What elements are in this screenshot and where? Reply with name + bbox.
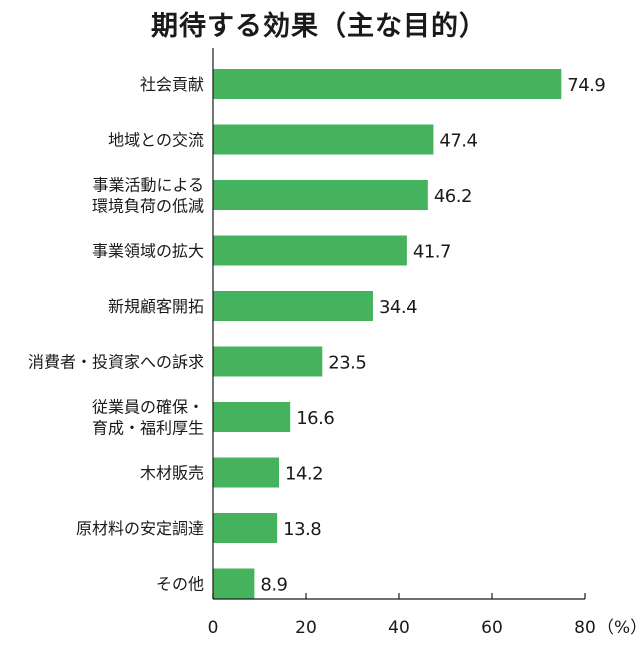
value-label: 8.9	[260, 575, 287, 596]
bar	[213, 568, 255, 599]
value-label: 13.8	[283, 519, 321, 540]
bar	[213, 235, 407, 266]
category-label: 従業員の確保・	[92, 398, 204, 417]
category-label: 新規顧客開拓	[108, 297, 204, 316]
bar	[213, 69, 562, 99]
value-label: 34.4	[379, 297, 417, 318]
chart-title: 期待する効果（主な目的）	[151, 11, 487, 42]
bar	[213, 402, 291, 432]
category-label: 原材料の安定調達	[76, 519, 204, 538]
value-label: 14.2	[285, 464, 323, 485]
category-label: 育成・福利厚生	[92, 419, 204, 438]
value-label: 41.7	[413, 242, 451, 263]
x-tick-label: 0	[208, 618, 219, 638]
x-tick-label: 80	[574, 618, 596, 638]
bar	[213, 180, 428, 210]
category-label: 事業領域の拡大	[92, 242, 204, 261]
category-label: 社会貢献	[140, 75, 204, 94]
category-label: 地域との交流	[108, 131, 204, 150]
bar	[213, 291, 373, 321]
value-label: 23.5	[328, 353, 366, 374]
value-label: 46.2	[434, 186, 472, 207]
category-label: 事業活動による	[92, 176, 204, 195]
x-tick-label: 20	[295, 618, 317, 638]
category-label: 環境負荷の低減	[92, 197, 204, 216]
x-tick-label: 60	[481, 618, 503, 638]
category-label: その他	[156, 575, 204, 594]
x-tick-label: 40	[388, 618, 410, 638]
value-label: 47.4	[439, 131, 477, 152]
category-label: 木材販売	[140, 464, 204, 483]
value-label: 74.9	[567, 75, 605, 96]
bars-layer	[213, 69, 562, 599]
category-label: 消費者・投資家への訴求	[28, 353, 204, 372]
bar	[213, 124, 434, 155]
value-label: 16.6	[296, 408, 334, 429]
unit-label: （%）	[597, 618, 638, 638]
bar	[213, 513, 278, 543]
bar	[213, 346, 323, 377]
x-axis: 0 20 40 60 80（%）	[208, 48, 638, 638]
bar	[213, 457, 280, 488]
